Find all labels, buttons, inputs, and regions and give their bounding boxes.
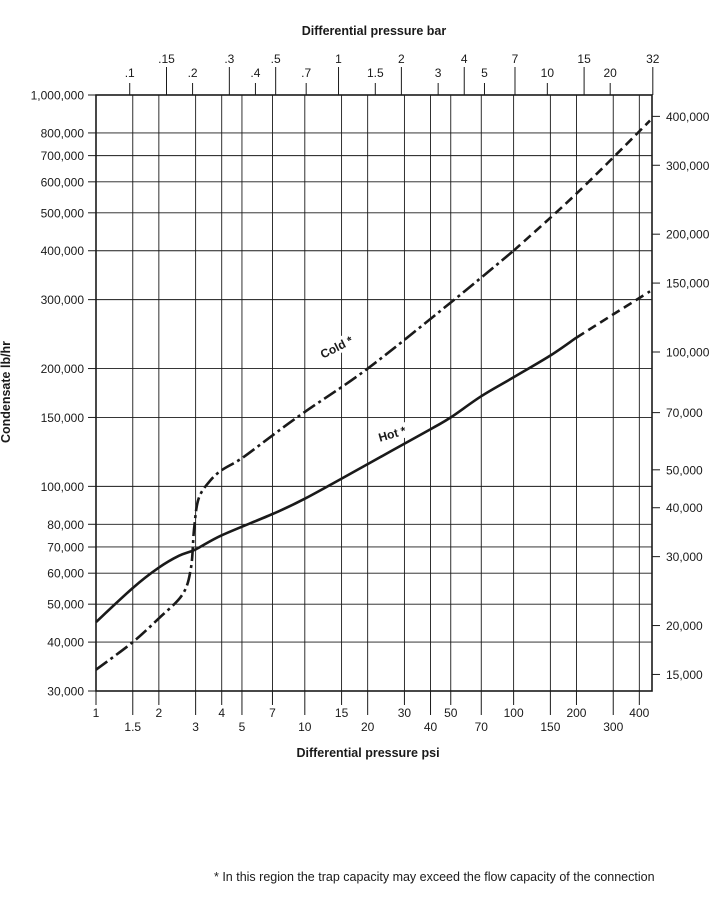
- top-tick-label: 1.5: [367, 66, 384, 80]
- y-tick-label: 600,000: [41, 175, 85, 189]
- y-axis-title: Condensate lb/hr: [0, 341, 13, 443]
- top-tick-label: 32: [646, 52, 660, 66]
- y-tick-label: 30,000: [47, 685, 84, 699]
- x-tick-label: 30: [398, 706, 412, 720]
- x-tick-label: 50: [444, 706, 458, 720]
- right-tick-label: 15,000: [666, 668, 703, 682]
- top-tick-label: 1: [335, 52, 342, 66]
- y-tick-label: 500,000: [41, 206, 85, 220]
- right-tick-label: 400,000: [666, 110, 710, 124]
- top-tick-label: .2: [188, 66, 198, 80]
- x-tick-label: 5: [239, 720, 246, 734]
- y-tick-label: 800,000: [41, 126, 85, 140]
- top-tick-label: .3: [224, 52, 234, 66]
- right-tick-label: 30,000: [666, 550, 703, 564]
- top-tick-label: .15: [158, 52, 175, 66]
- y-tick-label: 1,000,000: [31, 89, 85, 103]
- x-axis-title: Differential pressure psi: [296, 746, 439, 760]
- x-tick-label: 7: [269, 706, 276, 720]
- cold-series-label: Cold *: [313, 330, 360, 364]
- y-tick-label: 70,000: [47, 540, 84, 554]
- top-tick-label: .1: [125, 66, 135, 80]
- y-tick-label: 400,000: [41, 244, 85, 258]
- plot-frame: [95, 94, 653, 692]
- x-tick-label: 2: [156, 706, 163, 720]
- top-tick-label: 15: [577, 52, 591, 66]
- y-tick-label: 80,000: [47, 518, 84, 532]
- right-tick-label: 40,000: [666, 501, 703, 515]
- top-tick-label: .4: [250, 66, 260, 80]
- right-tick-label: 150,000: [666, 277, 710, 291]
- series: [95, 119, 651, 671]
- grid: [95, 94, 653, 692]
- x-tick-label: 400: [629, 706, 649, 720]
- cold-series-line: [95, 249, 515, 671]
- x-tick-label: 70: [475, 720, 489, 734]
- x-tick-label: 300: [603, 720, 623, 734]
- svg-text:Hot *: Hot *: [377, 423, 408, 444]
- top-tick-label: 10: [541, 66, 555, 80]
- x-tick-label: 20: [361, 720, 375, 734]
- y-tick-label: 150,000: [41, 411, 85, 425]
- top-tick-label: .7: [301, 66, 311, 80]
- footnote: * In this region the trap capacity may e…: [214, 870, 655, 884]
- right-tick-label: 50,000: [666, 463, 703, 477]
- y-tick-label: 60,000: [47, 567, 84, 581]
- y-tick-label: 200,000: [41, 362, 85, 376]
- x-tick-label: 4: [218, 706, 225, 720]
- top-tick-label: 3: [435, 66, 442, 80]
- y-tick-label: 300,000: [41, 293, 85, 307]
- hot-series-dashed-extension: [575, 290, 651, 339]
- top-tick-label: 20: [604, 66, 618, 80]
- right-tick-label: 200,000: [666, 228, 710, 242]
- right-tick-label: 20,000: [666, 619, 703, 633]
- top-tick-label: 7: [512, 52, 519, 66]
- x-tick-label: 1: [93, 706, 100, 720]
- right-tick-label: 300,000: [666, 159, 710, 173]
- top-tick-label: 2: [398, 52, 405, 66]
- chart-title: Differential pressure bar: [302, 24, 447, 38]
- y-tick-label: 700,000: [41, 149, 85, 163]
- x-tick-label: 1.5: [124, 720, 141, 734]
- x-tick-label: 40: [424, 720, 438, 734]
- cold-series-dashed-extension: [512, 119, 651, 252]
- top-tick-label: .5: [271, 52, 281, 66]
- hot-series-line: [95, 336, 578, 624]
- y-tick-label: 100,000: [41, 480, 85, 494]
- x-tick-label: 200: [566, 706, 586, 720]
- x-tick-label: 150: [540, 720, 560, 734]
- top-tick-label: 5: [481, 66, 488, 80]
- top-tick-label: 4: [461, 52, 468, 66]
- x-tick-label: 3: [192, 720, 199, 734]
- x-tick-label: 15: [335, 706, 349, 720]
- x-tick-label: 10: [298, 720, 312, 734]
- right-tick-label: 100,000: [666, 345, 710, 359]
- svg-text:Cold *: Cold *: [318, 333, 356, 361]
- x-tick-label: 100: [504, 706, 524, 720]
- y-tick-label: 40,000: [47, 636, 84, 650]
- y-tick-label: 50,000: [47, 598, 84, 612]
- right-tick-label: 70,000: [666, 406, 703, 420]
